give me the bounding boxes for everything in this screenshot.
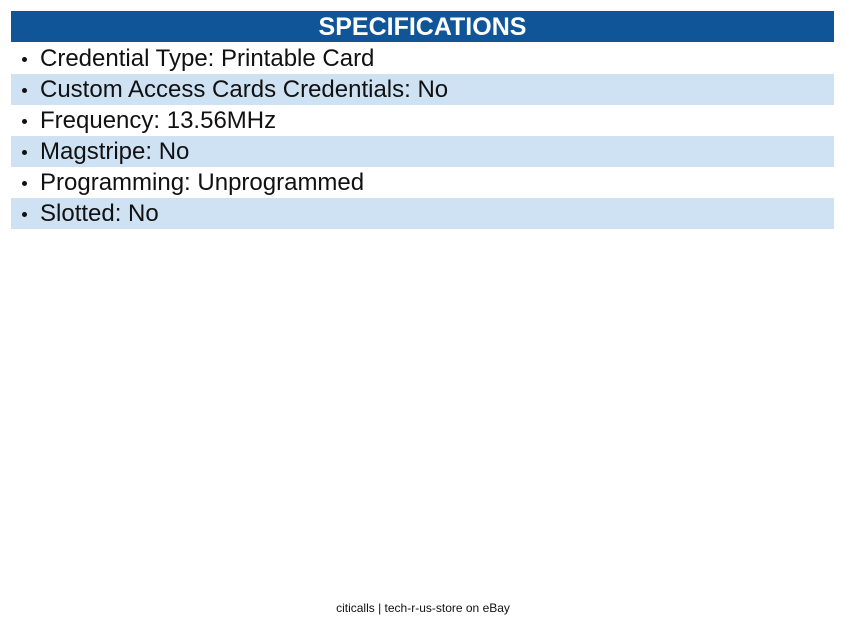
spec-text: Credential Type: Printable Card: [40, 45, 375, 72]
spec-row: Custom Access Cards Credentials: No: [11, 74, 834, 105]
spec-row: Slotted: No: [11, 198, 834, 229]
footer-text: citicalls | tech-r-us-store on eBay: [336, 601, 510, 615]
spec-text: Custom Access Cards Credentials: No: [40, 76, 449, 103]
spec-row: Programming: Unprogrammed: [11, 167, 834, 198]
spec-text: Magstripe: No: [40, 138, 190, 165]
spec-text: Frequency: 13.56MHz: [40, 107, 277, 134]
spec-text: Programming: Unprogrammed: [40, 169, 365, 196]
bullet: [22, 181, 27, 186]
bullet: [22, 57, 27, 62]
bullet: [22, 150, 27, 155]
bullet: [22, 212, 27, 217]
bullet: [22, 88, 27, 93]
bullet: [22, 119, 27, 124]
spec-text: Slotted: No: [40, 200, 159, 227]
spec-row: Frequency: 13.56MHz: [11, 105, 834, 136]
spec-row: Magstripe: No: [11, 136, 834, 167]
header-title: SPECIFICATIONS: [11, 11, 834, 42]
spec-row: Credential Type: Printable Card: [11, 43, 834, 74]
spec-list: Credential Type: Printable Card Custom Ac…: [11, 43, 834, 229]
